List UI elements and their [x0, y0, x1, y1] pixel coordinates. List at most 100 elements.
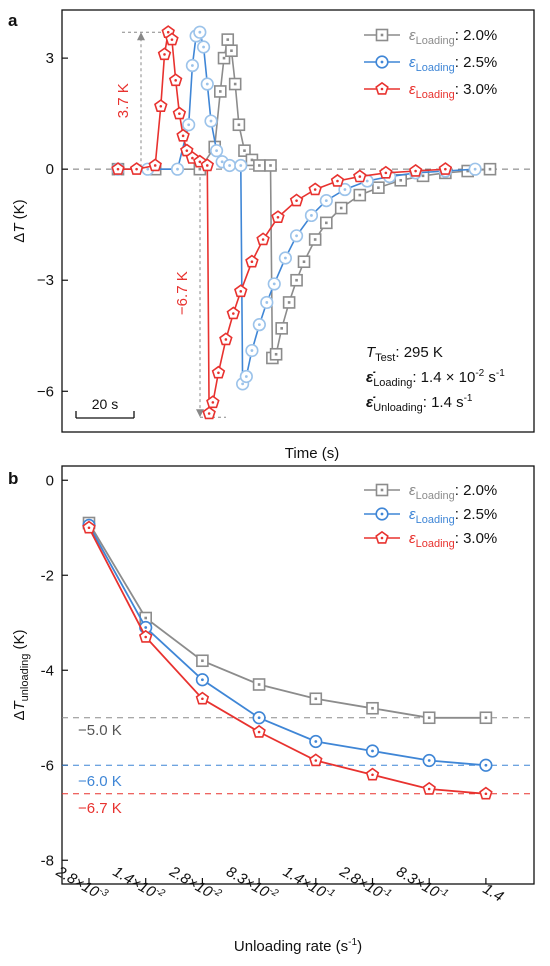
series-b-blue	[82, 518, 493, 772]
legend-marker-circle	[375, 507, 389, 521]
data-point	[172, 106, 187, 120]
legend-b: εLoading: 2.0% εLoading: 2.5% εLoading: 3.…	[364, 482, 497, 550]
svg-text:εLoading: 2.5%: εLoading: 2.5%	[409, 506, 497, 526]
data-point	[330, 173, 345, 187]
data-point	[260, 295, 274, 310]
data-point	[334, 201, 348, 215]
data-point	[214, 85, 227, 98]
data-point	[239, 369, 253, 384]
data-point	[228, 77, 242, 91]
data-point	[238, 144, 251, 157]
unloading-rate: ε̇Unloading: 1.4 s-1	[366, 393, 473, 414]
time-scale-bar: 20 s	[75, 396, 135, 419]
data-point	[278, 251, 293, 265]
data-point	[200, 77, 214, 91]
y-tick-label: 0	[46, 472, 54, 489]
legend-marker-pentagon	[375, 81, 389, 95]
legend-b-item-1: εLoading: 2.0%	[364, 482, 497, 502]
data-point	[308, 233, 322, 246]
series-line	[88, 524, 486, 767]
svg-text:εLoading: 2.0%: εLoading: 2.0%	[409, 27, 497, 47]
legend-a: εLoading: 2.0% εLoading: 2.5% εLoading: 3.…	[364, 27, 497, 101]
series-a-red	[111, 25, 453, 420]
data-point	[353, 169, 367, 183]
test-conditions: TTest: 295 K ε̇Loading: 1.4 × 10-2 s-1 ε̇U…	[366, 344, 505, 414]
data-point	[252, 678, 266, 691]
data-point	[289, 229, 304, 243]
y-tick-label: -4	[41, 662, 54, 679]
data-point	[275, 322, 288, 335]
data-point	[206, 395, 220, 409]
data-point	[253, 159, 266, 172]
data-point	[185, 58, 199, 73]
dip-label: −6.7 K	[174, 271, 191, 315]
data-point	[479, 758, 493, 772]
data-point	[366, 701, 379, 715]
data-point	[225, 44, 238, 58]
data-point	[234, 158, 248, 173]
series-b-gray	[82, 516, 493, 725]
y-tick-label: -2	[41, 567, 54, 584]
data-point	[320, 216, 333, 230]
data-point	[252, 711, 266, 725]
data-point	[309, 692, 323, 706]
svg-text:εLoading: 3.0%: εLoading: 3.0%	[409, 81, 497, 101]
legend-marker-pentagon	[375, 530, 389, 544]
data-point	[338, 182, 352, 197]
data-point	[245, 343, 259, 358]
data-point	[221, 33, 235, 46]
legend-a-item-3: εLoading: 3.0%	[364, 81, 497, 101]
reference-label-red: −6.7 K	[78, 800, 122, 817]
data-point	[422, 781, 436, 795]
data-point	[282, 296, 296, 309]
data-point	[168, 73, 183, 87]
data-point	[438, 162, 453, 175]
plot-frame-a	[61, 9, 535, 433]
y-tick-label: 3	[46, 50, 54, 67]
panel-b: b 0-2-4-6-8 2.8×10-3 1.4×10-2 2.8×10-2 8.3×…	[8, 465, 535, 955]
data-point	[195, 673, 209, 687]
series-a-gray	[111, 33, 497, 365]
data-point	[308, 182, 322, 196]
data-point	[148, 158, 162, 172]
data-point	[196, 654, 209, 668]
data-point	[264, 159, 277, 172]
data-point	[468, 162, 482, 176]
y-tick-label: 0	[46, 161, 54, 178]
data-point	[223, 158, 237, 173]
data-point	[82, 520, 96, 534]
y-axis-label-b: ΔTunloading (K)	[11, 629, 31, 720]
svg-text:εLoading: 2.0%: εLoading: 2.0%	[409, 482, 497, 502]
series-line	[88, 527, 486, 795]
data-point	[196, 40, 211, 54]
x-axis-label-a: Time (s)	[285, 445, 339, 462]
data-point	[129, 162, 144, 175]
x-axis-label-b: Unloading rate (s-1)	[234, 937, 362, 955]
test-temperature: TTest: 295 K	[366, 344, 443, 364]
data-point	[256, 232, 270, 246]
data-point	[234, 284, 248, 298]
data-point	[408, 163, 423, 177]
data-point	[353, 188, 367, 202]
reference-label-blue: −6.0 K	[78, 773, 122, 790]
data-point	[483, 162, 497, 176]
data-point	[217, 51, 231, 65]
data-point	[165, 32, 179, 46]
data-point	[245, 254, 259, 268]
data-point	[157, 47, 172, 61]
data-point	[394, 173, 408, 187]
reference-label-gray: −5.0 K	[78, 722, 122, 739]
legend-marker-square	[375, 28, 389, 42]
data-point	[319, 194, 333, 208]
data-point	[422, 711, 436, 725]
data-point	[154, 99, 168, 112]
y-axis-label-a: ΔT (K)	[11, 199, 28, 242]
y-tick-label: -8	[41, 852, 54, 869]
panel-label-b: b	[8, 469, 18, 488]
data-point	[226, 306, 241, 320]
data-point	[111, 162, 125, 175]
data-point	[176, 128, 190, 142]
legend-b-item-2: εLoading: 2.5%	[364, 506, 497, 526]
data-point	[138, 629, 153, 643]
